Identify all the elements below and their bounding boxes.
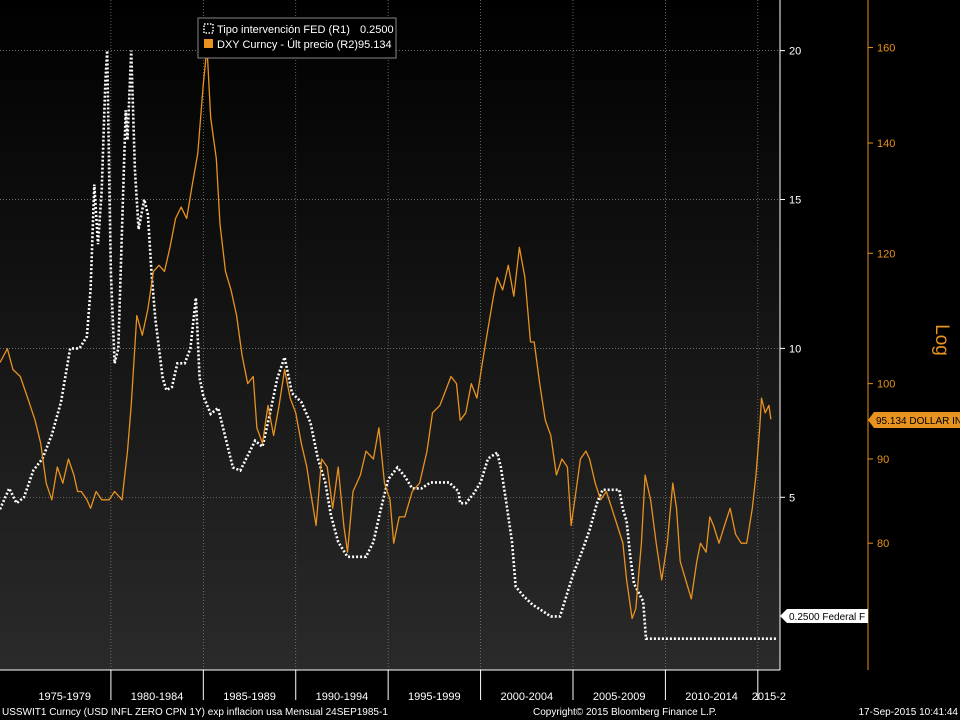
legend-swatch-dxy [204, 39, 213, 48]
x-tick-label: 1995-1999 [408, 691, 461, 703]
x-tick-label: 1975-1979 [38, 691, 91, 703]
legend-value-fed: 0.2500 [360, 24, 394, 36]
fed-tag-text: 0.2500 Federal F [789, 612, 865, 623]
series-layer [0, 46, 777, 640]
r2-tick-label: 160 [877, 43, 895, 55]
r2-tick-label: 140 [877, 138, 895, 150]
x-tick-label: 1990-1994 [316, 691, 369, 703]
x-tick-label: 2000-2004 [500, 691, 553, 703]
fed-last-value-tag: 0.2500 Federal F [780, 609, 868, 623]
r1-tick-label: 20 [789, 46, 801, 58]
r1-tick-label: 10 [789, 343, 801, 355]
x-tick-label: 2015-2 [752, 691, 786, 703]
bottom-axis-panel [0, 670, 960, 720]
r2-tick-label: 120 [877, 248, 895, 260]
dxy-last-value-tag: 95.134 DOLLAR IN [868, 412, 960, 428]
r2-tick-label: 100 [877, 379, 895, 391]
r1-tick-label: 15 [789, 195, 801, 207]
plot-background [0, 0, 780, 670]
r2-tick-label: 90 [877, 454, 889, 466]
footer-source: USSWIT1 Curncy (USD INFL ZERO CPN 1Y) ex… [2, 707, 388, 718]
legend-value-dxy: 95.134 [358, 39, 392, 51]
x-tick-label: 1985-1989 [223, 691, 276, 703]
x-tick-label: 1980-1984 [131, 691, 184, 703]
r2-tick-label: 80 [877, 538, 889, 550]
r2-ticks: 80 90 100 120 140 160 [868, 43, 895, 550]
r1-tick-label: 5 [789, 492, 795, 504]
footer-copyright: Copyright© 2015 Bloomberg Finance L.P. [533, 707, 717, 718]
legend-label-fed: Tipo intervención FED (R1) [217, 24, 350, 36]
legend: Tipo intervención FED (R1) 0.2500 DXY Cu… [197, 17, 397, 59]
legend-label-dxy: DXY Curncy - Últ precio (R2) [217, 38, 358, 51]
footer-timestamp: 17-Sep-2015 10:41:44 [858, 707, 958, 718]
x-tick-label: 2010-2014 [685, 691, 738, 703]
series-line-dxy [0, 46, 772, 620]
r1-ticks: 5 10 15 20 [780, 46, 801, 504]
legend-swatch-fed [203, 23, 214, 34]
right-axis-label: Log [931, 324, 952, 356]
dxy-tag-text: 95.134 DOLLAR IN [876, 416, 960, 427]
series-line-fed [0, 50, 777, 640]
right-axis-panel [780, 0, 960, 670]
x-tick-label: 2005-2009 [593, 691, 646, 703]
legend-box [197, 17, 397, 59]
x-ticks: 1975-1979 1980-1984 1985-1989 1990-1994 1995… [38, 670, 786, 703]
